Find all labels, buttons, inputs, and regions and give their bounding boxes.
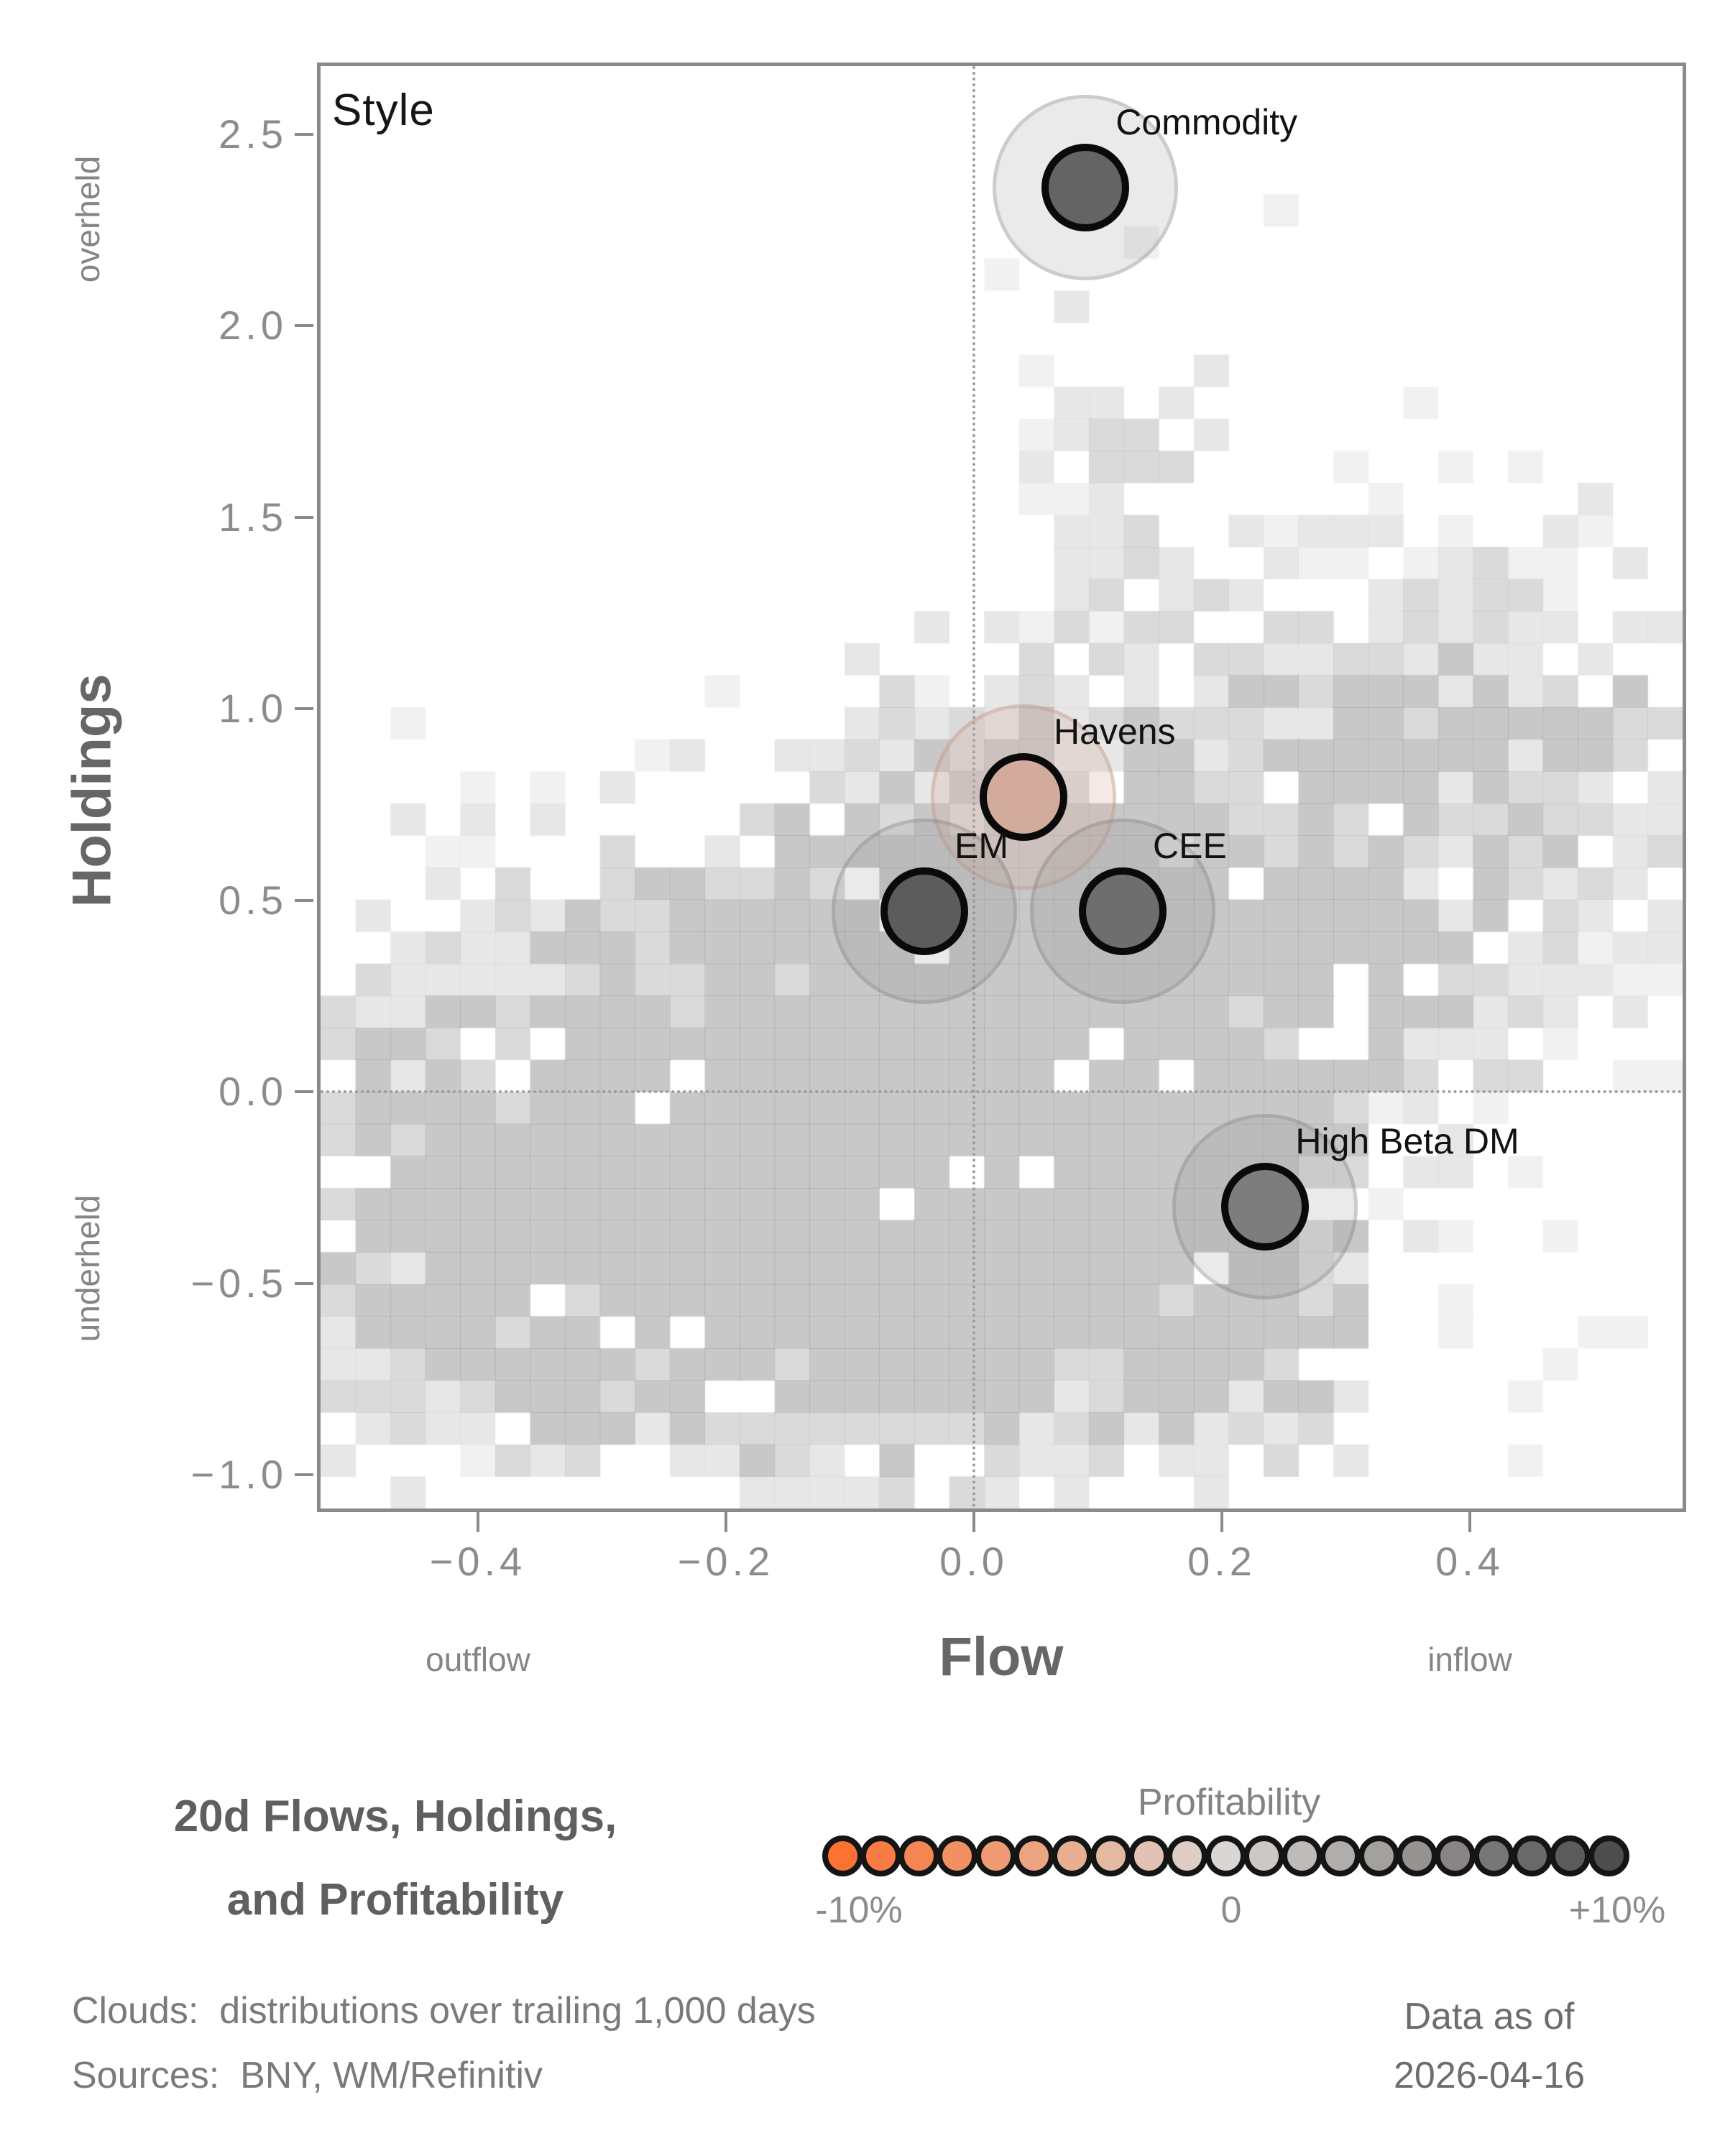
x-axis-label: Flow bbox=[939, 1626, 1064, 1687]
y-tick bbox=[295, 707, 313, 710]
legend-circle bbox=[1052, 1835, 1093, 1876]
asof-date: 2026-04-16 bbox=[1394, 2055, 1585, 2096]
bubble-label: Commodity bbox=[1116, 102, 1298, 143]
legend-circle bbox=[1435, 1835, 1476, 1876]
legend-circle bbox=[1473, 1835, 1514, 1876]
bubble-havens bbox=[980, 752, 1067, 841]
legend-circle bbox=[1205, 1835, 1246, 1876]
figure-title-line1: 20d Flows, Holdings, bbox=[173, 1792, 617, 1841]
bubble-label: High Beta DM bbox=[1295, 1120, 1519, 1161]
zero-holdings-line bbox=[321, 1090, 1683, 1093]
y-tick-label: 2.5 bbox=[218, 111, 288, 157]
legend-circle bbox=[1243, 1835, 1284, 1876]
asof-label: Data as of bbox=[1404, 1996, 1575, 2037]
x-tick-label: 0.0 bbox=[939, 1539, 1008, 1584]
legend-circle bbox=[1397, 1835, 1438, 1876]
legend-circle bbox=[822, 1835, 863, 1876]
legend-circle bbox=[1090, 1835, 1131, 1876]
bubble-cee bbox=[1079, 867, 1167, 956]
legend-circle bbox=[1282, 1835, 1323, 1876]
y-tick-label: 1.5 bbox=[218, 494, 288, 540]
bubble-em bbox=[880, 867, 968, 956]
legend-circle bbox=[1320, 1835, 1361, 1876]
footnote-clouds: Clouds: distributions over trailing 1,00… bbox=[72, 1990, 816, 2032]
y-axis-sub-underheld: underheld bbox=[69, 1194, 106, 1342]
plot-corner-title: Style bbox=[332, 86, 435, 135]
x-tick-label: −0.4 bbox=[429, 1539, 527, 1584]
x-axis-sub-inflow: inflow bbox=[1427, 1641, 1512, 1678]
y-tick bbox=[295, 1281, 313, 1285]
x-tick-label: 0.4 bbox=[1435, 1539, 1504, 1584]
y-axis-sub-overheld: overheld bbox=[69, 155, 106, 283]
figure-title: 20d Flows, Holdings, and Profitability bbox=[72, 1775, 719, 1942]
y-tick bbox=[295, 132, 313, 136]
y-tick bbox=[295, 324, 313, 327]
bubble-label: EM bbox=[954, 826, 1008, 867]
legend-circle bbox=[1511, 1835, 1552, 1876]
bubble-high-beta-dm bbox=[1221, 1162, 1310, 1250]
y-tick bbox=[295, 1473, 313, 1476]
plot-frame bbox=[317, 63, 1686, 1512]
legend-mid-label: 0 bbox=[1220, 1889, 1242, 1931]
x-tick bbox=[972, 1512, 975, 1532]
legend-circle bbox=[898, 1835, 940, 1876]
legend-circle bbox=[1013, 1835, 1054, 1876]
legend-circle bbox=[937, 1835, 978, 1876]
y-tick-label: −1.0 bbox=[190, 1452, 288, 1497]
y-tick bbox=[295, 1090, 313, 1093]
figure-title-line2: and Profitability bbox=[226, 1875, 564, 1925]
bubble-commodity bbox=[1041, 144, 1130, 232]
y-tick-label: 0.0 bbox=[218, 1069, 288, 1114]
y-tick-label: 1.0 bbox=[218, 686, 288, 731]
legend-circle bbox=[1550, 1835, 1591, 1876]
legend-min-label: -10% bbox=[815, 1889, 903, 1931]
legend-circle bbox=[1167, 1835, 1208, 1876]
x-axis-sub-outflow: outflow bbox=[426, 1641, 530, 1678]
legend-circle bbox=[975, 1835, 1016, 1876]
bubble-label: Havens bbox=[1054, 711, 1176, 752]
x-tick bbox=[477, 1512, 479, 1532]
bubble-label: CEE bbox=[1153, 826, 1227, 867]
legend-circle bbox=[1128, 1835, 1169, 1876]
y-tick-label: 2.0 bbox=[218, 303, 288, 348]
legend-circle bbox=[1588, 1835, 1629, 1876]
y-tick bbox=[295, 898, 313, 902]
x-tick bbox=[1468, 1512, 1471, 1532]
legend-circle bbox=[1358, 1835, 1399, 1876]
x-tick-label: 0.2 bbox=[1187, 1539, 1256, 1584]
legend-circle bbox=[860, 1835, 901, 1876]
y-axis-label: Holdings bbox=[61, 673, 123, 908]
bubble-halo-em bbox=[832, 819, 1017, 1005]
y-tick-label: 0.5 bbox=[218, 877, 288, 923]
footnote-sources: Sources: BNY, WM/Refinitiv bbox=[72, 2055, 543, 2096]
x-tick bbox=[1220, 1512, 1223, 1532]
legend-max-label: +10% bbox=[1568, 1889, 1666, 1931]
x-tick-label: −0.2 bbox=[677, 1539, 775, 1584]
x-tick bbox=[724, 1512, 727, 1532]
y-tick bbox=[295, 515, 313, 519]
legend-title: Profitability bbox=[1137, 1782, 1321, 1823]
y-tick-label: −0.5 bbox=[190, 1260, 288, 1306]
